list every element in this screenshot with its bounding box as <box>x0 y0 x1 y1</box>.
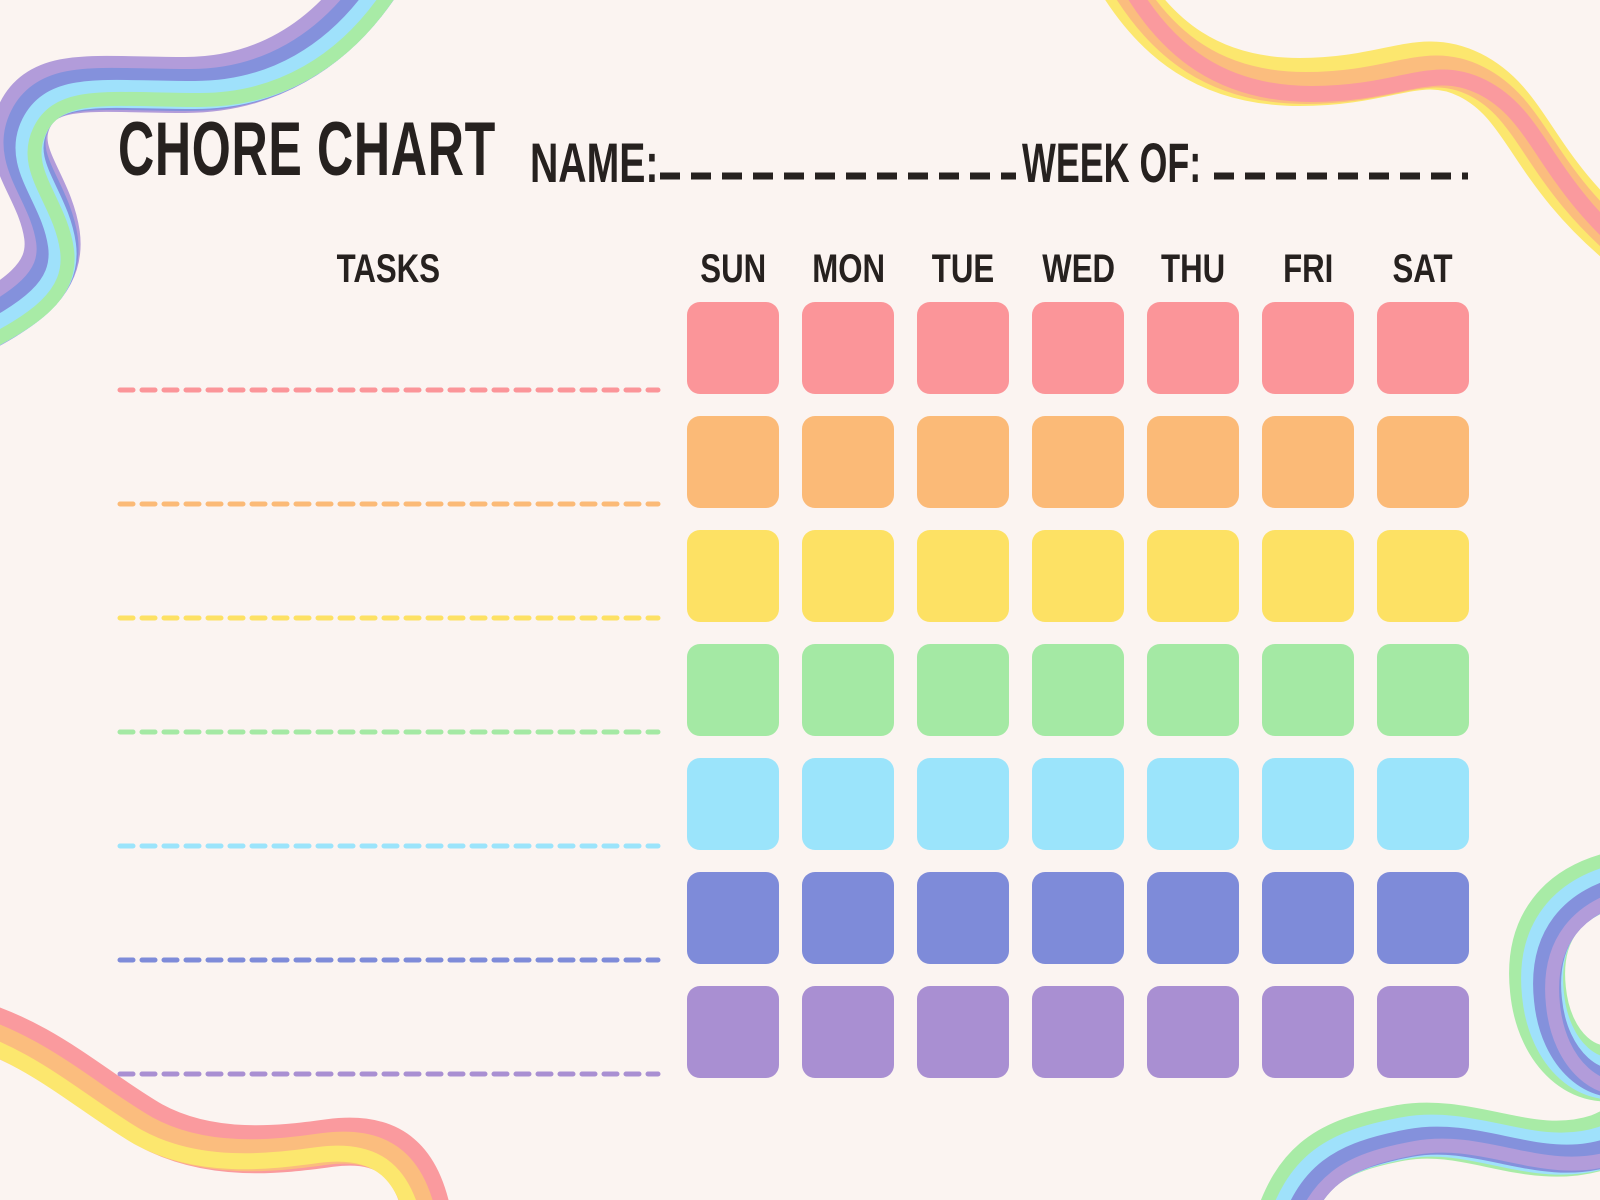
chore-cell-orange-wed[interactable] <box>1032 416 1124 508</box>
day-header-text: WED <box>1042 247 1116 291</box>
chore-cell-orange-mon[interactable] <box>802 416 894 508</box>
chore-cell-periwinkle-sun[interactable] <box>687 872 779 964</box>
ribbon-bottom-left-stripe-2 <box>0 1041 417 1200</box>
chore-cell-orange-thu[interactable] <box>1147 416 1239 508</box>
chore-cell-yellow-tue[interactable] <box>917 530 1009 622</box>
chore-cell-purple-tue[interactable] <box>917 986 1009 1078</box>
name-label: NAME: <box>530 131 659 194</box>
day-header-thu: THU <box>1147 247 1239 292</box>
chore-cell-pink-sun[interactable] <box>687 302 779 394</box>
chore-cell-pink-mon[interactable] <box>802 302 894 394</box>
tasks-column-header: TASKS <box>336 247 440 291</box>
chore-cell-periwinkle-tue[interactable] <box>917 872 1009 964</box>
ribbon-top-left <box>0 0 394 346</box>
chore-cell-periwinkle-thu[interactable] <box>1147 872 1239 964</box>
chore-cell-sky-blue-sun[interactable] <box>687 758 779 850</box>
day-header-text: FRI <box>1282 247 1334 291</box>
chore-cell-purple-thu[interactable] <box>1147 986 1239 1078</box>
day-header-tue: TUE <box>917 247 1009 292</box>
chore-cell-orange-tue[interactable] <box>917 416 1009 508</box>
chore-cell-pink-fri[interactable] <box>1262 302 1354 394</box>
chore-cell-yellow-fri[interactable] <box>1262 530 1354 622</box>
chore-cell-green-tue[interactable] <box>917 644 1009 736</box>
chore-cell-green-sun[interactable] <box>687 644 779 736</box>
ribbon-bottom-right <box>1261 855 1600 1200</box>
chore-cell-sky-blue-wed[interactable] <box>1032 758 1124 850</box>
chore-cell-pink-thu[interactable] <box>1147 302 1239 394</box>
chore-cell-sky-blue-thu[interactable] <box>1147 758 1239 850</box>
ribbon-top-right-stripe-2 <box>1128 0 1600 236</box>
chore-cell-purple-fri[interactable] <box>1262 986 1354 1078</box>
chore-cell-sky-blue-fri[interactable] <box>1262 758 1354 850</box>
day-header-text: SAT <box>1392 247 1454 291</box>
day-header-fri: FRI <box>1262 247 1354 292</box>
chore-cell-periwinkle-sat[interactable] <box>1377 872 1469 964</box>
chore-cell-orange-fri[interactable] <box>1262 416 1354 508</box>
ribbon-bottom-left <box>0 1007 449 1200</box>
chore-cell-purple-wed[interactable] <box>1032 986 1124 1078</box>
chore-cell-purple-mon[interactable] <box>802 986 894 1078</box>
chore-cell-yellow-sun[interactable] <box>687 530 779 622</box>
chore-cell-yellow-mon[interactable] <box>802 530 894 622</box>
chore-cell-green-thu[interactable] <box>1147 644 1239 736</box>
day-header-text: SUN <box>700 247 766 291</box>
chore-cell-orange-sun[interactable] <box>687 416 779 508</box>
chore-cell-periwinkle-wed[interactable] <box>1032 872 1124 964</box>
chore-cell-purple-sun[interactable] <box>687 986 779 1078</box>
ribbon-top-right <box>1105 0 1600 257</box>
day-header-sat: SAT <box>1377 247 1469 292</box>
chore-cell-sky-blue-tue[interactable] <box>917 758 1009 850</box>
chore-cell-sky-blue-mon[interactable] <box>802 758 894 850</box>
chore-cell-purple-sat[interactable] <box>1377 986 1469 1078</box>
page-title: CHORE CHART <box>118 107 496 192</box>
chore-cell-pink-sat[interactable] <box>1377 302 1469 394</box>
chore-cell-green-fri[interactable] <box>1262 644 1354 736</box>
day-header-mon: MON <box>802 247 894 292</box>
chore-cell-yellow-wed[interactable] <box>1032 530 1124 622</box>
chore-cell-yellow-sat[interactable] <box>1377 530 1469 622</box>
chore-cell-periwinkle-mon[interactable] <box>802 872 894 964</box>
day-header-sun: SUN <box>687 247 779 292</box>
chore-cell-pink-tue[interactable] <box>917 302 1009 394</box>
day-header-text: THU <box>1160 247 1226 291</box>
chore-cell-green-mon[interactable] <box>802 644 894 736</box>
chore-cell-orange-sat[interactable] <box>1377 416 1469 508</box>
day-header-text: MON <box>812 247 886 291</box>
day-header-wed: WED <box>1032 247 1124 292</box>
chore-cell-periwinkle-fri[interactable] <box>1262 872 1354 964</box>
chore-cell-pink-wed[interactable] <box>1032 302 1124 394</box>
day-header-text: TUE <box>931 247 995 291</box>
week-of-label: WEEK OF: <box>1022 131 1202 194</box>
chore-cell-green-wed[interactable] <box>1032 644 1124 736</box>
chore-cell-green-sat[interactable] <box>1377 644 1469 736</box>
ribbon-bottom-right-stripe-3 <box>1306 898 1600 1200</box>
ribbon-top-left-stripe-3 <box>0 0 394 345</box>
chore-cell-yellow-thu[interactable] <box>1147 530 1239 622</box>
chore-cell-sky-blue-sat[interactable] <box>1377 758 1469 850</box>
